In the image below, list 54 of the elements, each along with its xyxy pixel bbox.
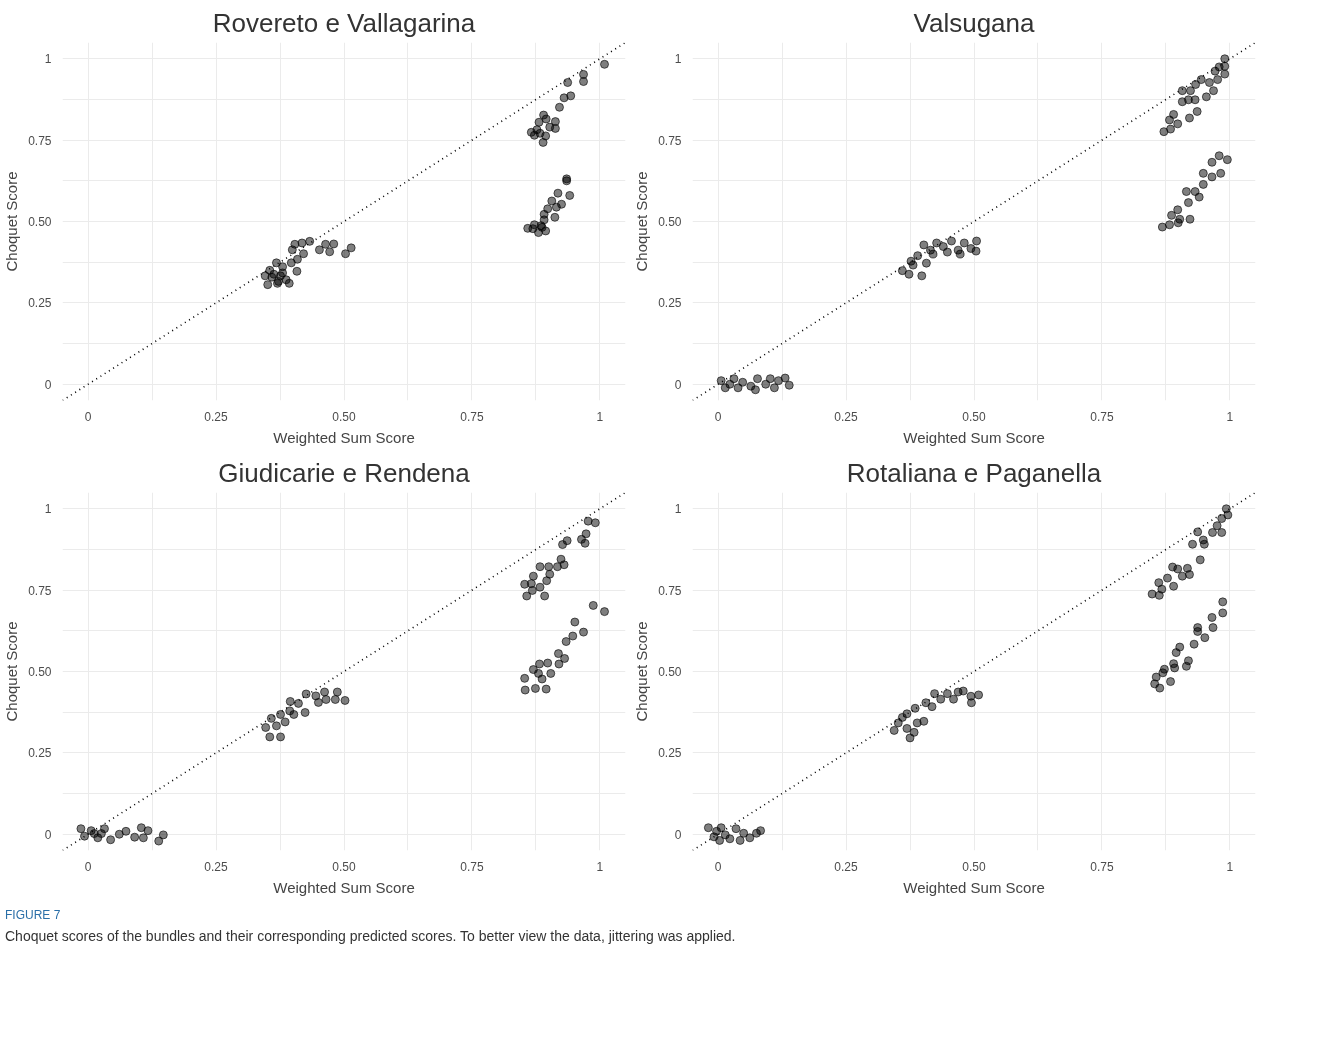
x-tick-label: 1: [596, 409, 604, 424]
x-tick-label: 0.25: [204, 859, 229, 874]
y-axis-title: Choquet Score: [633, 621, 651, 722]
x-axis-title: Weighted Sum Score: [903, 428, 1045, 446]
y-axis-title: Choquet Score: [3, 621, 21, 722]
y-tick-label: 0.50: [658, 665, 682, 679]
x-tick-label: 0.50: [332, 409, 356, 424]
x-axis-title: Weighted Sum Score: [903, 878, 1045, 896]
chart-title: Valsugana: [913, 7, 1036, 38]
y-tick-label: 0.25: [658, 296, 682, 311]
x-tick-label: 0.75: [1090, 409, 1114, 424]
y-tick-label: 0.25: [658, 746, 682, 761]
chart-title: Rotaliana e Paganella: [846, 457, 1102, 488]
y-tick-label: 1: [674, 52, 682, 67]
y-tick-label: 1: [44, 52, 52, 67]
chart-title: Rovereto e Vallagarina: [212, 7, 476, 38]
y-tick-label: 0.75: [28, 133, 52, 148]
x-tick-label: 0.25: [204, 409, 229, 424]
x-tick-label: 0: [84, 409, 92, 424]
x-tick-label: 1: [1226, 859, 1234, 874]
y-tick-label: 0.25: [28, 746, 52, 761]
x-tick-label: 0.75: [460, 859, 484, 874]
y-tick-label: 0.50: [28, 665, 52, 679]
x-tick-label: 0.50: [962, 859, 986, 874]
x-tick-label: 1: [596, 859, 604, 874]
x-axis-title: Weighted Sum Score: [273, 878, 415, 896]
x-tick-label: 1: [1226, 409, 1234, 424]
chart-title: Giudicarie e Rendena: [218, 457, 471, 488]
x-axis-title: Weighted Sum Score: [273, 428, 415, 446]
x-tick-label: 0.25: [834, 859, 859, 874]
y-tick-label: 0: [44, 377, 52, 392]
x-tick-label: 0: [714, 409, 722, 424]
y-tick-label: 1: [44, 502, 52, 517]
y-tick-label: 0.75: [28, 583, 52, 598]
y-tick-label: 0: [674, 827, 682, 842]
y-tick-label: 1: [674, 502, 682, 517]
x-tick-label: 0.50: [332, 859, 356, 874]
x-tick-label: 0.25: [834, 409, 859, 424]
y-tick-label: 0: [674, 377, 682, 392]
y-tick-label: 0.25: [28, 296, 52, 311]
x-tick-label: 0.75: [460, 409, 484, 424]
y-axis-title: Choquet Score: [633, 171, 651, 272]
y-tick-label: 0.75: [658, 583, 682, 598]
x-tick-label: 0: [714, 859, 722, 874]
y-tick-label: 0: [44, 827, 52, 842]
y-axis-title: Choquet Score: [3, 171, 21, 272]
x-tick-label: 0.75: [1090, 859, 1114, 874]
y-tick-label: 0.75: [658, 133, 682, 148]
text: Choquet scores of the bundles and their corresponding predicted scores. To better view the data, jittering was applied.: [5, 927, 736, 947]
x-tick-label: 0: [84, 859, 92, 874]
x-tick-label: 0.50: [962, 409, 986, 424]
y-tick-label: 0.50: [28, 215, 52, 229]
caption: FIGURE 7: [5, 907, 62, 924]
y-tick-label: 0.50: [658, 215, 682, 229]
